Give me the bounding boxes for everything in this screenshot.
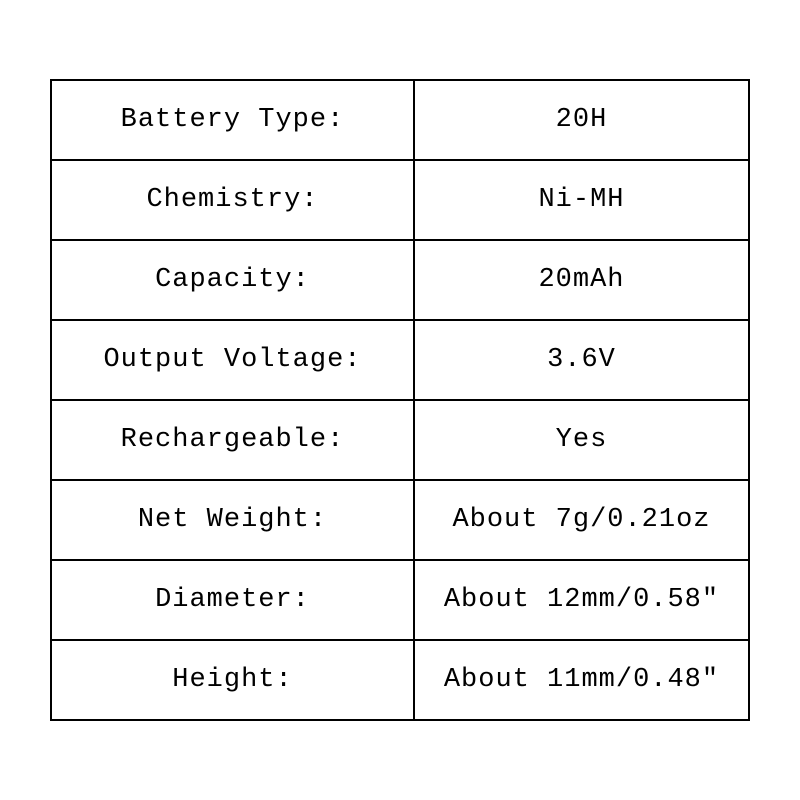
spec-value: Yes <box>414 400 749 480</box>
spec-value: About 11mm/0.48" <box>414 640 749 720</box>
spec-label: Capacity: <box>51 240 414 320</box>
spec-label: Chemistry: <box>51 160 414 240</box>
spec-table: Battery Type: 20H Chemistry: Ni-MH Capac… <box>50 79 750 721</box>
spec-value: 20mAh <box>414 240 749 320</box>
table-row: Battery Type: 20H <box>51 80 749 160</box>
spec-label: Diameter: <box>51 560 414 640</box>
spec-value: 20H <box>414 80 749 160</box>
table-row: Rechargeable: Yes <box>51 400 749 480</box>
spec-label: Battery Type: <box>51 80 414 160</box>
spec-value: About 7g/0.21oz <box>414 480 749 560</box>
table-row: Net Weight: About 7g/0.21oz <box>51 480 749 560</box>
table-row: Diameter: About 12mm/0.58" <box>51 560 749 640</box>
table-row: Chemistry: Ni-MH <box>51 160 749 240</box>
table-row: Height: About 11mm/0.48" <box>51 640 749 720</box>
spec-label: Net Weight: <box>51 480 414 560</box>
table-row: Output Voltage: 3.6V <box>51 320 749 400</box>
spec-label: Height: <box>51 640 414 720</box>
spec-label: Rechargeable: <box>51 400 414 480</box>
spec-value: About 12mm/0.58" <box>414 560 749 640</box>
spec-value: 3.6V <box>414 320 749 400</box>
spec-value: Ni-MH <box>414 160 749 240</box>
spec-label: Output Voltage: <box>51 320 414 400</box>
table-row: Capacity: 20mAh <box>51 240 749 320</box>
